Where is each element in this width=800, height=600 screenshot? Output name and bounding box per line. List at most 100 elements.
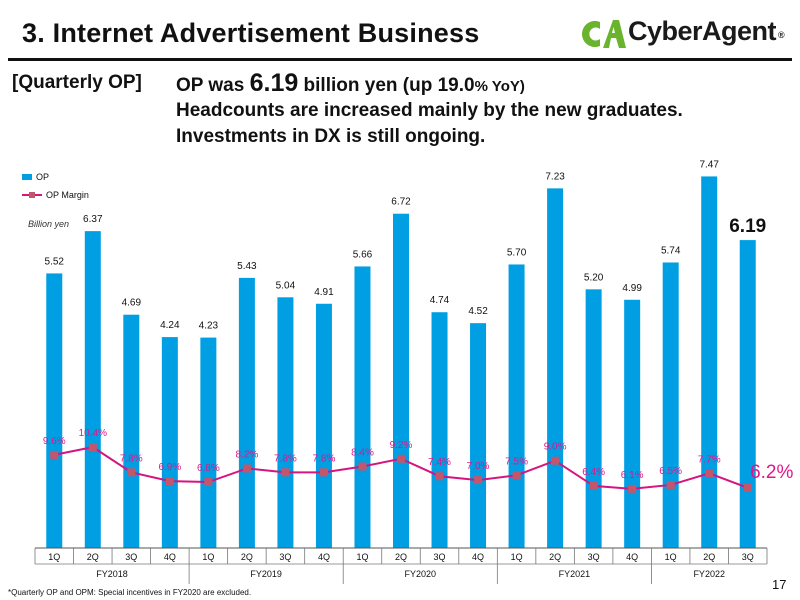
x-tick-label: 2Q <box>395 552 407 562</box>
op-value-label: 5.52 <box>45 256 65 267</box>
x-tick-label: 1Q <box>665 552 677 562</box>
op-value-label: 4.99 <box>622 283 642 294</box>
fy-label: FY2021 <box>559 569 591 579</box>
op-bar <box>315 303 332 548</box>
op-bar <box>277 297 294 548</box>
op-margin-label: 7.8% <box>120 453 143 464</box>
op-margin-label: 6.2% <box>750 462 793 483</box>
op-margin-point <box>397 454 405 463</box>
op-bar <box>508 264 525 548</box>
ca-logo-mark <box>582 20 626 48</box>
op-value-label: 7.23 <box>545 171 565 182</box>
x-tick-label: 4Q <box>472 552 484 562</box>
op-bar <box>739 240 756 549</box>
op-value-label: 4.23 <box>199 321 219 332</box>
legend-op-margin: OP Margin <box>22 186 89 204</box>
summary-line-2: Headcounts are increased mainly by the n… <box>176 100 683 121</box>
logo-wordmark: CyberAgent ® <box>628 16 785 46</box>
title-divider <box>8 58 792 61</box>
op-margin-label: 6.4% <box>582 467 605 478</box>
op-margin-point <box>666 480 675 489</box>
op-bar <box>84 231 101 548</box>
x-tick-label: 4Q <box>164 552 176 562</box>
op-value-label: 4.69 <box>122 298 142 309</box>
footnote: *Quarterly OP and OPM: Special incentive… <box>8 588 252 597</box>
x-tick-label: 3Q <box>279 552 291 562</box>
x-tick-label: 2Q <box>87 552 99 562</box>
op-bar <box>470 323 487 548</box>
headline: OP was 6.19 billion yen (up 19.0% YoY) <box>176 69 525 97</box>
op-value-label: 4.24 <box>160 320 180 331</box>
headline-value: 6.19 <box>249 69 299 97</box>
fy-label: FY2018 <box>96 569 128 579</box>
x-tick-label: 4Q <box>318 552 330 562</box>
op-value-label: 5.20 <box>584 272 604 283</box>
op-bar <box>123 314 140 548</box>
x-tick-label: 1Q <box>511 552 523 562</box>
x-tick-label: 2Q <box>703 552 715 562</box>
x-tick-label: 1Q <box>356 552 368 562</box>
bar-swatch-icon <box>22 174 32 180</box>
op-value-label: 7.47 <box>699 159 719 170</box>
op-value-label: 4.52 <box>468 306 488 317</box>
x-tick-label: 2Q <box>549 552 561 562</box>
op-margin-point <box>743 483 752 492</box>
op-margin-point <box>512 471 521 480</box>
op-margin-point <box>628 484 637 493</box>
op-value-label: 6.37 <box>83 214 103 225</box>
op-margin-label: 7.7% <box>698 454 721 465</box>
op-margin-point <box>589 481 598 490</box>
summary-line-3: Investments in DX is still ongoing. <box>176 126 486 147</box>
op-value-label: 5.74 <box>661 245 681 256</box>
op-value-label: 6.72 <box>391 197 411 208</box>
op-bar <box>585 289 602 548</box>
fy-label: FY2020 <box>404 569 436 579</box>
op-margin-label: 8.2% <box>235 449 258 460</box>
x-tick-label: 3Q <box>125 552 137 562</box>
x-tick-label: 1Q <box>48 552 60 562</box>
op-margin-label: 6.8% <box>197 463 220 474</box>
op-bar <box>547 188 564 548</box>
unit-label: Billion yen <box>28 219 70 229</box>
op-margin-label: 7.8% <box>274 453 297 464</box>
op-margin-label: 6.5% <box>659 466 682 477</box>
op-bar <box>431 312 448 548</box>
page-title: 3. Internet Advertisement Business <box>22 18 480 48</box>
op-margin-label: 6.9% <box>158 462 181 473</box>
op-margin-label: 8.4% <box>351 448 374 459</box>
op-bar <box>662 262 679 548</box>
op-bar <box>46 273 63 548</box>
op-value-label: 4.74 <box>430 295 450 306</box>
cyberagent-logo: CyberAgent ® <box>578 14 792 54</box>
op-bar <box>200 337 217 548</box>
op-value-label: 4.91 <box>314 287 334 298</box>
op-margin-label: 7.4% <box>428 457 451 468</box>
op-margin-label: 9.0% <box>544 442 567 453</box>
op-margin-label: 9.2% <box>390 440 413 451</box>
op-bar <box>238 277 255 548</box>
op-bar <box>161 337 178 548</box>
op-value-label: 5.43 <box>237 261 257 272</box>
op-margin-point <box>281 468 290 477</box>
chart-legend: OP OP Margin <box>22 168 89 204</box>
x-tick-label: 3Q <box>742 552 754 562</box>
fy-label: FY2022 <box>693 569 725 579</box>
op-margin-point <box>88 443 97 452</box>
page-number: 17 <box>772 577 787 592</box>
x-tick-label: 4Q <box>626 552 638 562</box>
op-margin-label: 7.0% <box>467 461 490 472</box>
x-tick-label: 1Q <box>202 552 214 562</box>
op-bar <box>701 176 718 548</box>
op-bar <box>624 299 641 548</box>
op-value-label: 5.04 <box>276 280 296 291</box>
op-value-label: 5.66 <box>353 249 373 260</box>
op-value-label: 5.70 <box>507 247 527 258</box>
op-margin-label: 9.6% <box>43 436 66 447</box>
x-tick-label: 3Q <box>434 552 446 562</box>
op-margin-point <box>474 476 483 485</box>
op-margin-label: 6.1% <box>621 470 644 481</box>
op-margin-label: 10.4% <box>79 428 107 439</box>
op-margin-point <box>551 456 560 465</box>
x-tick-label: 3Q <box>588 552 600 562</box>
